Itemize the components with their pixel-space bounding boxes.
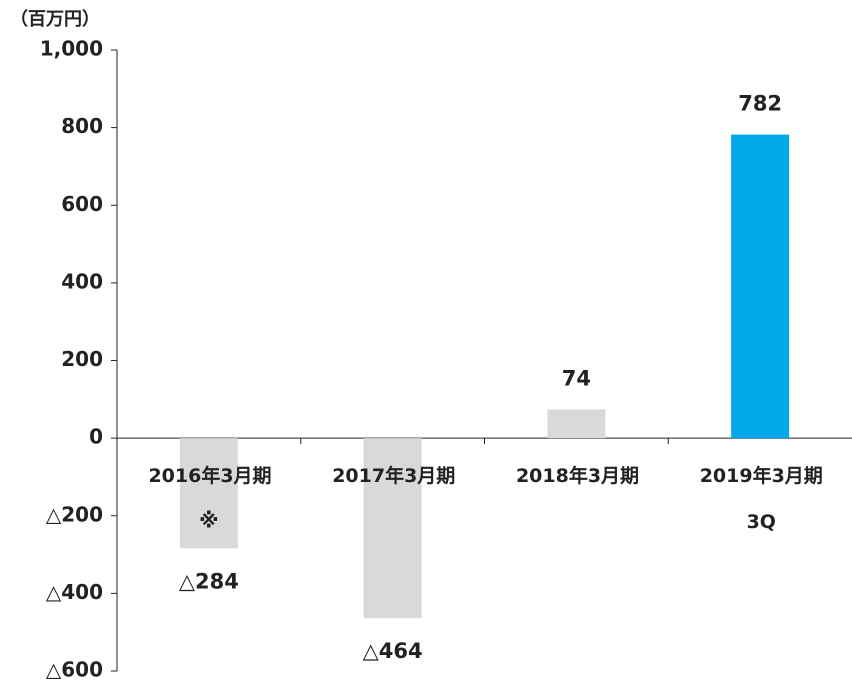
x-tick-label: 2018年3月期: [515, 465, 640, 488]
y-tick-label: △200: [46, 502, 103, 526]
bar: [363, 438, 422, 619]
value-label: △464: [363, 639, 423, 663]
y-tick-label: 200: [61, 347, 103, 371]
value-label: △284: [179, 569, 239, 593]
y-tick-label: 400: [61, 269, 103, 293]
x-tick-label: 2019年3月期 3Q: [699, 465, 823, 534]
y-tick-label: 1,000: [40, 37, 103, 61]
bar: [731, 134, 790, 439]
y-tick-label: △600: [46, 658, 103, 682]
bar: [547, 409, 606, 439]
y-tick-label: 0: [89, 425, 103, 449]
y-tick-label: 600: [61, 192, 103, 216]
annotation: ※: [199, 509, 218, 533]
value-label: 74: [562, 366, 591, 390]
y-tick-label: 800: [61, 114, 103, 138]
x-tick-label: 2016年3月期: [148, 465, 272, 488]
value-label: 782: [738, 92, 782, 116]
y-tick-label: △400: [46, 580, 103, 604]
x-tick-label: 2017年3月期: [332, 465, 456, 488]
unit-label: （百万円）: [10, 9, 100, 30]
bar: [179, 438, 238, 549]
